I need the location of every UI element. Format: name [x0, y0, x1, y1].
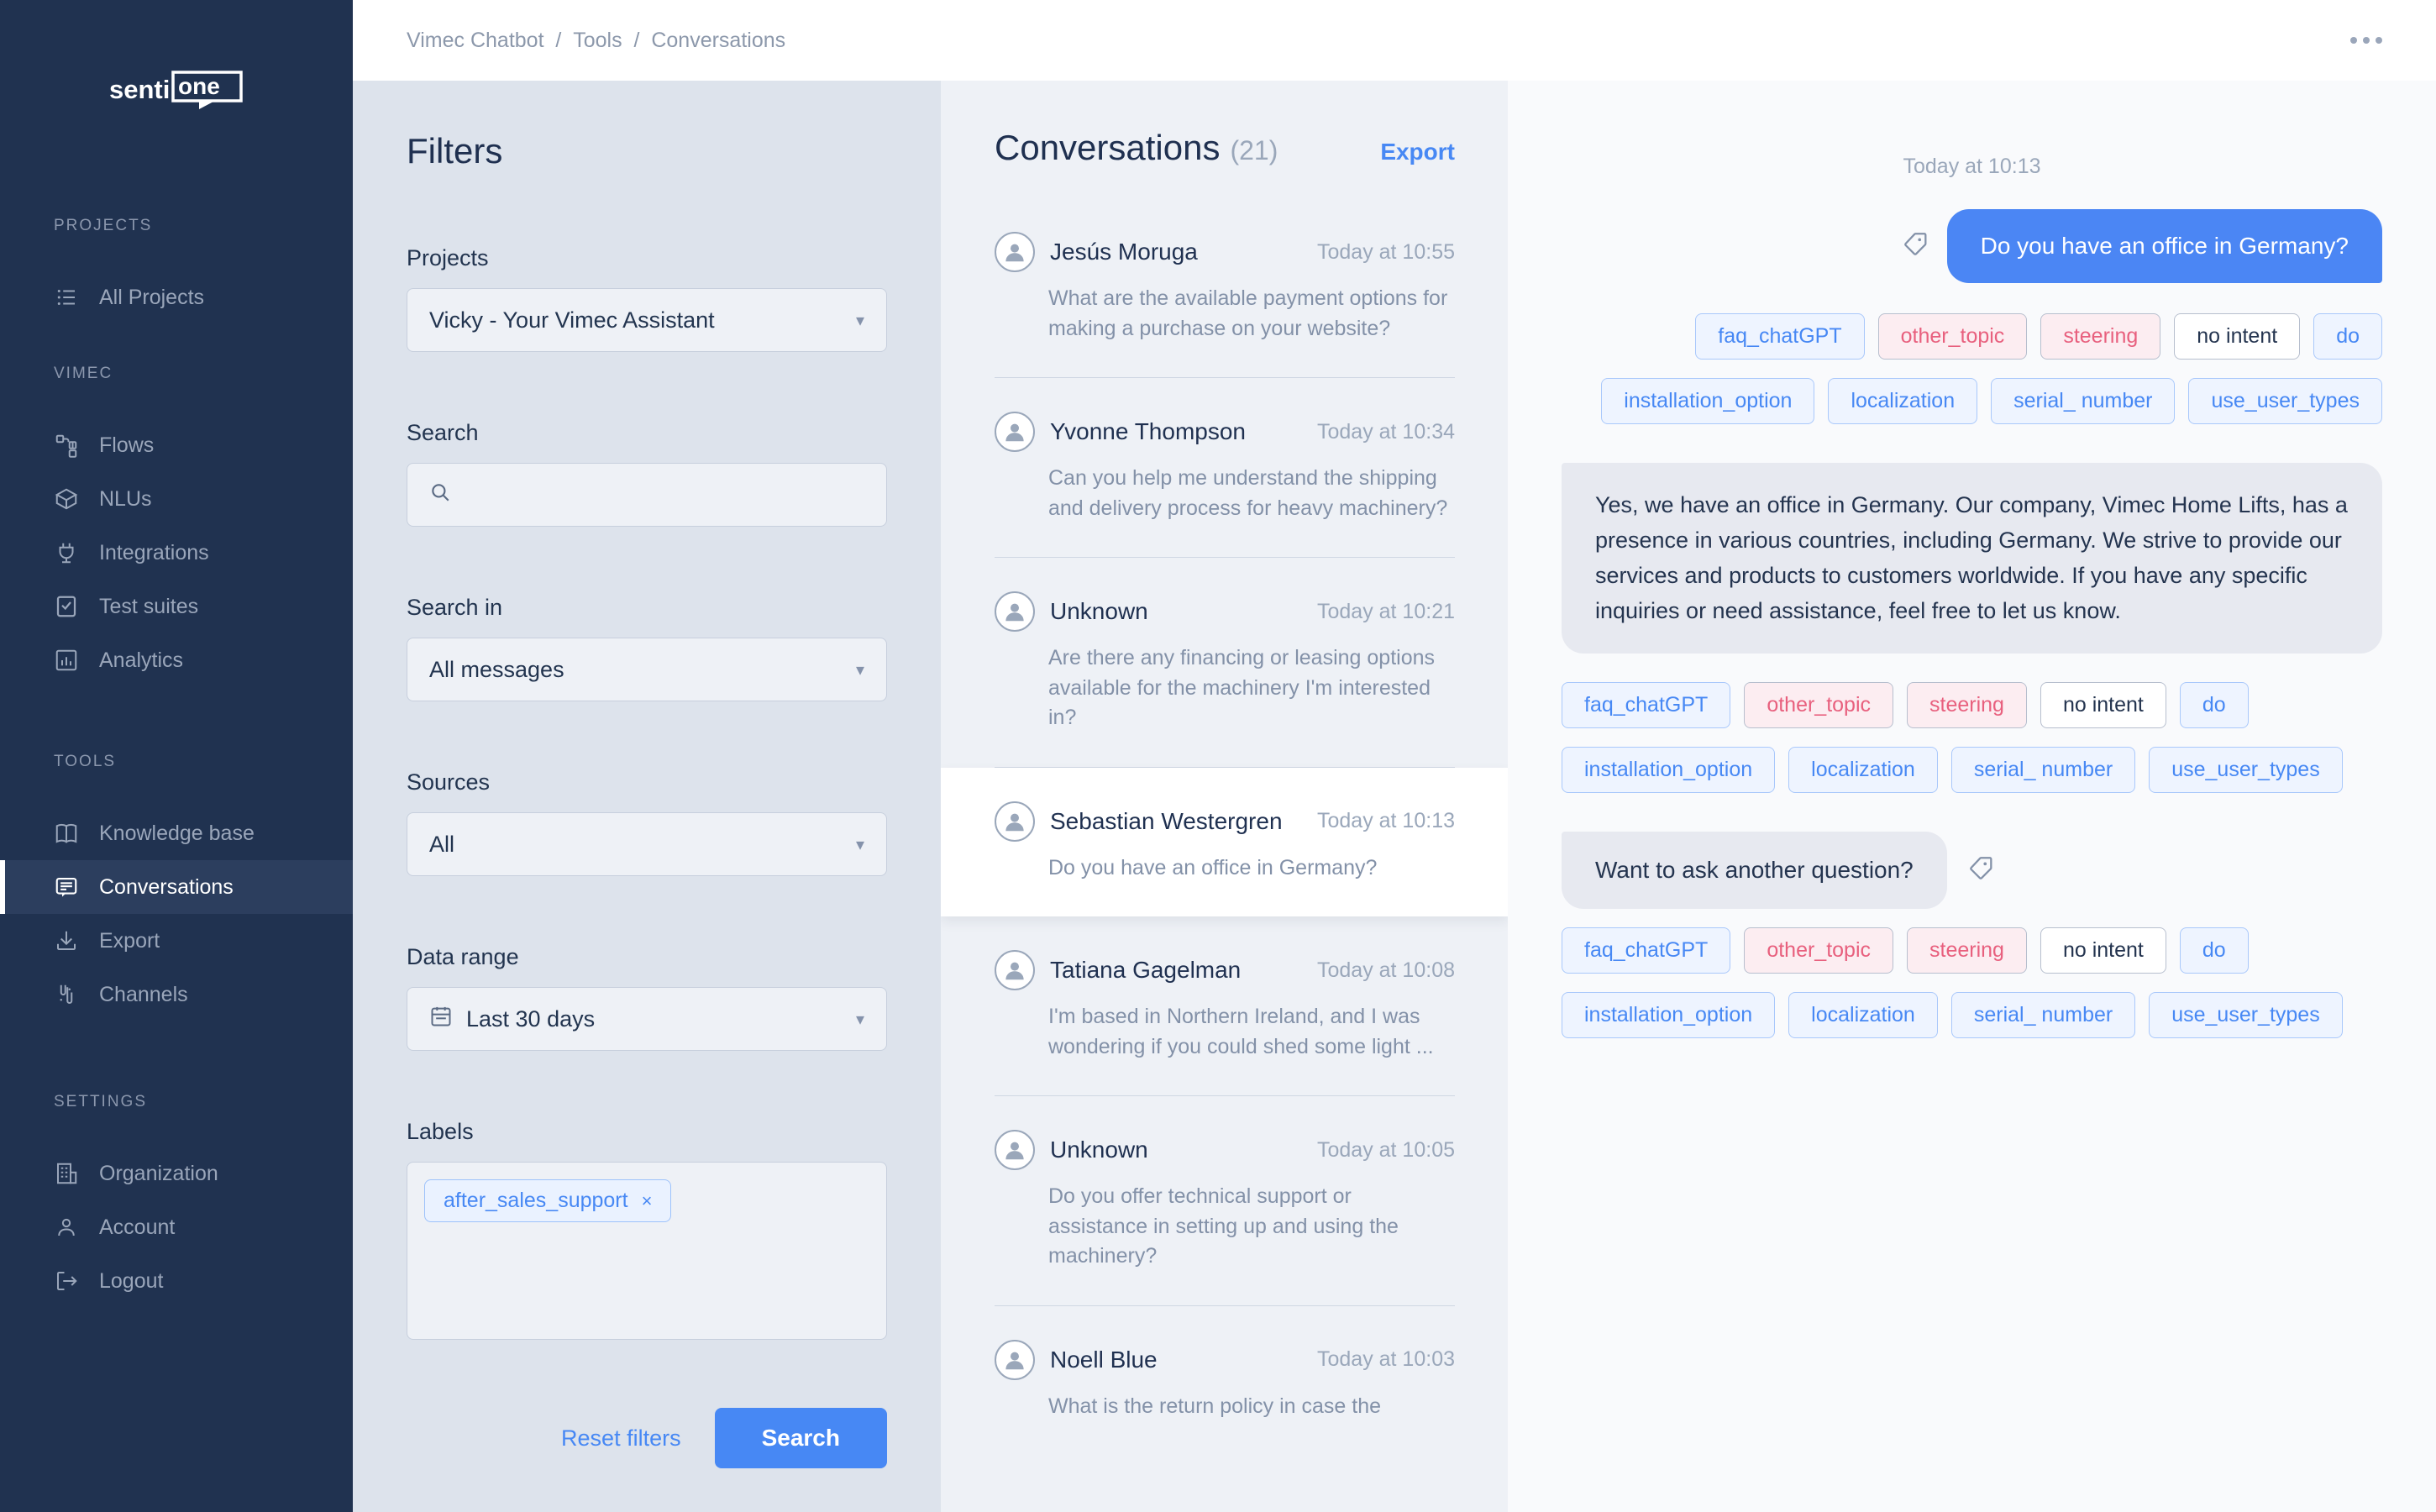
svg-text:senti: senti: [109, 75, 170, 104]
svg-text:one: one: [178, 73, 220, 99]
